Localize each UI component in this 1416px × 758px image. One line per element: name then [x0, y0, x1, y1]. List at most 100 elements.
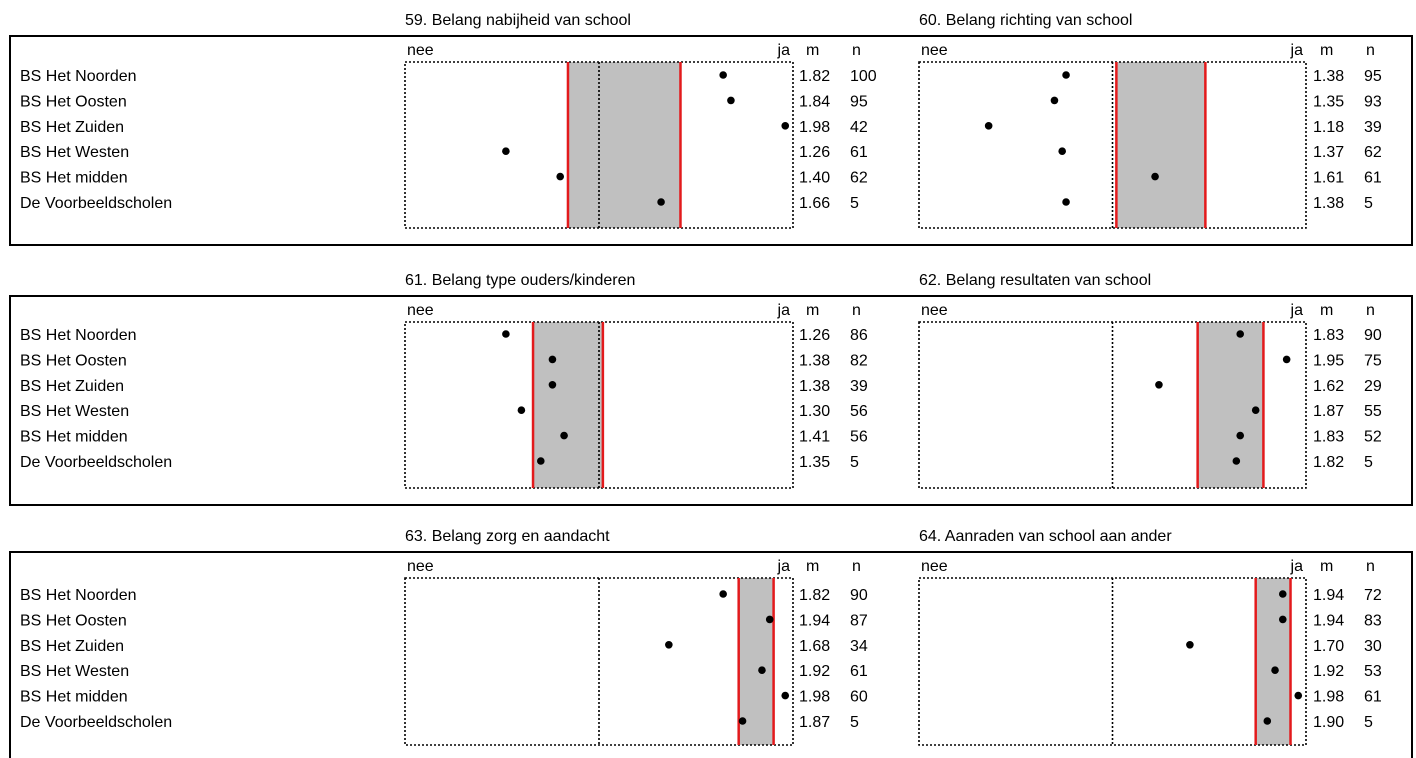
count-value: 72 [1364, 587, 1382, 604]
mean-value: 1.26 [799, 327, 830, 344]
mean-column-header: m [806, 558, 819, 575]
mean-dot [1186, 641, 1194, 649]
axis-label-high: ja [1290, 42, 1304, 59]
mean-value: 1.40 [799, 170, 830, 187]
mean-value: 1.94 [1313, 587, 1344, 604]
mean-value: 1.38 [799, 352, 830, 369]
group-label: De Voorbeeldscholen [20, 454, 172, 471]
mean-value: 1.82 [799, 587, 830, 604]
mean-dot [781, 122, 790, 130]
mean-dot [1251, 406, 1260, 415]
mean-value: 1.83 [1313, 327, 1344, 344]
count-column-header: n [1366, 42, 1375, 59]
mean-value: 1.62 [1313, 378, 1344, 395]
mean-value: 1.98 [799, 119, 830, 136]
group-label: BS Het Zuiden [20, 119, 124, 136]
count-column-header: n [1366, 558, 1375, 575]
mean-value: 1.98 [799, 689, 830, 706]
count-value: 56 [850, 429, 868, 446]
group-label: BS Het midden [20, 689, 128, 706]
mean-value: 1.98 [1313, 689, 1344, 706]
mean-value: 1.95 [1313, 352, 1344, 369]
mean-dot [1062, 71, 1070, 79]
chart-panel-1: 59. Belang nabijheid van school nee ja m n 1.… [404, 12, 877, 229]
group-label: BS Het Zuiden [20, 638, 124, 655]
chart-title: 60. Belang richting van school [919, 12, 1132, 29]
reference-band [1116, 62, 1206, 228]
mean-dot [765, 615, 774, 624]
count-value: 5 [1364, 195, 1373, 212]
axis-label-low: nee [921, 558, 948, 575]
mean-value: 1.38 [799, 378, 830, 395]
mean-dot [517, 406, 526, 415]
group-label: BS Het Noorden [20, 587, 137, 604]
mean-value: 1.82 [1313, 454, 1344, 471]
count-value: 52 [1364, 429, 1382, 446]
count-value: 93 [1364, 93, 1382, 110]
mean-value: 1.37 [1313, 144, 1344, 161]
reference-band [738, 578, 774, 745]
count-value: 30 [1364, 638, 1382, 655]
count-value: 60 [850, 689, 868, 706]
chart-title: 61. Belang type ouders/kinderen [405, 272, 635, 289]
mean-dot [1236, 431, 1245, 440]
axis-label-high: ja [1290, 558, 1304, 575]
mean-dot [1282, 355, 1291, 364]
axis-label-high: ja [777, 42, 791, 59]
mean-column-header: m [1320, 42, 1333, 59]
mean-dot [665, 641, 673, 649]
row-section-1: BS Het Noorden BS Het Oosten BS Het Zuiden… [9, 12, 1413, 246]
mean-value: 1.87 [1313, 403, 1344, 420]
mean-dot [738, 717, 747, 725]
mean-value: 1.82 [799, 68, 830, 85]
mean-dot [719, 71, 727, 79]
chart-title: 62. Belang resultaten van school [919, 272, 1151, 289]
mean-dot [502, 147, 510, 155]
group-label: BS Het Oosten [20, 612, 127, 629]
count-value: 95 [850, 93, 868, 110]
count-value: 42 [850, 119, 868, 136]
mean-value: 1.68 [799, 638, 830, 655]
mean-dot [1278, 615, 1287, 624]
mean-dot [1278, 590, 1287, 598]
mean-dot [1271, 666, 1279, 674]
mean-column-header: m [806, 42, 819, 59]
axis-label-low: nee [407, 558, 434, 575]
count-value: 5 [850, 714, 859, 731]
axis-label-high: ja [777, 558, 791, 575]
mean-dot [1294, 691, 1303, 700]
mean-value: 1.35 [1313, 93, 1344, 110]
mean-dot [1151, 172, 1159, 181]
mean-value: 1.38 [1313, 68, 1344, 85]
mean-value: 1.92 [1313, 663, 1344, 680]
group-label: BS Het Noorden [20, 68, 137, 85]
count-value: 61 [1364, 689, 1382, 706]
axis-label-low: nee [407, 42, 434, 59]
mean-value: 1.61 [1313, 170, 1344, 187]
group-label: BS Het Oosten [20, 93, 127, 110]
chart-title: 59. Belang nabijheid van school [405, 12, 631, 29]
mean-dot [984, 122, 993, 130]
chart-panel-4: 62. Belang resultaten van school nee ja m n 1… [918, 272, 1382, 489]
count-value: 95 [1364, 68, 1382, 85]
mean-value: 1.84 [799, 93, 830, 110]
axis-label-high: ja [777, 302, 791, 319]
row-section-3: BS Het Noorden BS Het Oosten BS Het Zuiden… [9, 528, 1413, 758]
mean-value: 1.87 [799, 714, 830, 731]
mean-column-header: m [1320, 558, 1333, 575]
mean-dot [537, 457, 545, 465]
chart-panel-5: 63. Belang zorg en aandacht nee ja m n 1.82 90… [404, 528, 868, 746]
mean-dot [1050, 96, 1059, 105]
count-value: 61 [850, 144, 868, 161]
group-label: BS Het midden [20, 429, 128, 446]
count-value: 61 [850, 663, 868, 680]
section-frame [9, 35, 1413, 246]
group-label: BS Het Noorden [20, 327, 137, 344]
mean-value: 1.83 [1313, 429, 1344, 446]
count-value: 61 [1364, 170, 1382, 187]
count-value: 56 [850, 403, 868, 420]
count-column-header: n [852, 42, 861, 59]
mean-dot [758, 666, 766, 674]
count-column-header: n [852, 558, 861, 575]
section-frame [9, 295, 1413, 506]
